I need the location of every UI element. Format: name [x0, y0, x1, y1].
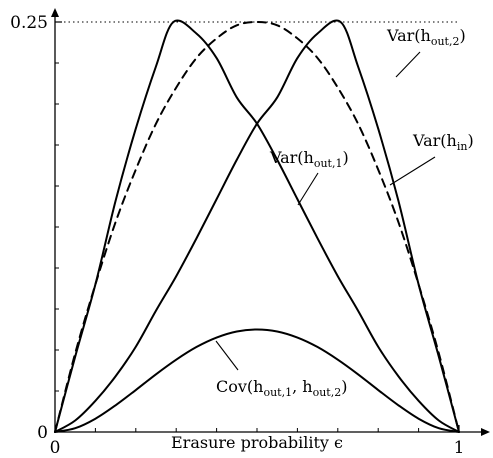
label-var-hout2: Var(hout,2) [386, 26, 466, 48]
y-tick-label: 0.25 [10, 13, 48, 33]
label-var-hin: Var(hin) [412, 131, 474, 153]
ticks-layer: 0 1 0 0.25 [10, 13, 464, 458]
series-line-var-hin [54, 21, 460, 433]
pointer-var-hout1 [297, 172, 319, 206]
y-tick-label: 0 [37, 423, 48, 443]
x-axis-arrow [481, 428, 490, 436]
annotations-layer: Var(hout,2) Var(hin) Var(hout,1) Cov(hou… [171, 26, 474, 452]
pointer-var-hout2 [395, 51, 421, 78]
series-line-var-hout1 [54, 19, 460, 433]
y-axis-arrow [51, 8, 59, 17]
series-line-var-hout2 [54, 19, 460, 433]
label-var-hout1: Var(hout,1) [269, 148, 349, 170]
series-line-cov-hout1-hout2 [54, 328, 460, 433]
x-tick-label: 1 [454, 438, 465, 458]
label-cov: Cov(hout,1, hout,2) [216, 377, 347, 399]
x-tick-label: 0 [50, 438, 61, 458]
pointer-var-hin [389, 156, 436, 186]
curves-layer [54, 19, 460, 433]
pointer-cov [215, 340, 239, 371]
x-axis-label: Erasure probability ϵ [171, 433, 343, 452]
axes-layer [51, 8, 490, 436]
